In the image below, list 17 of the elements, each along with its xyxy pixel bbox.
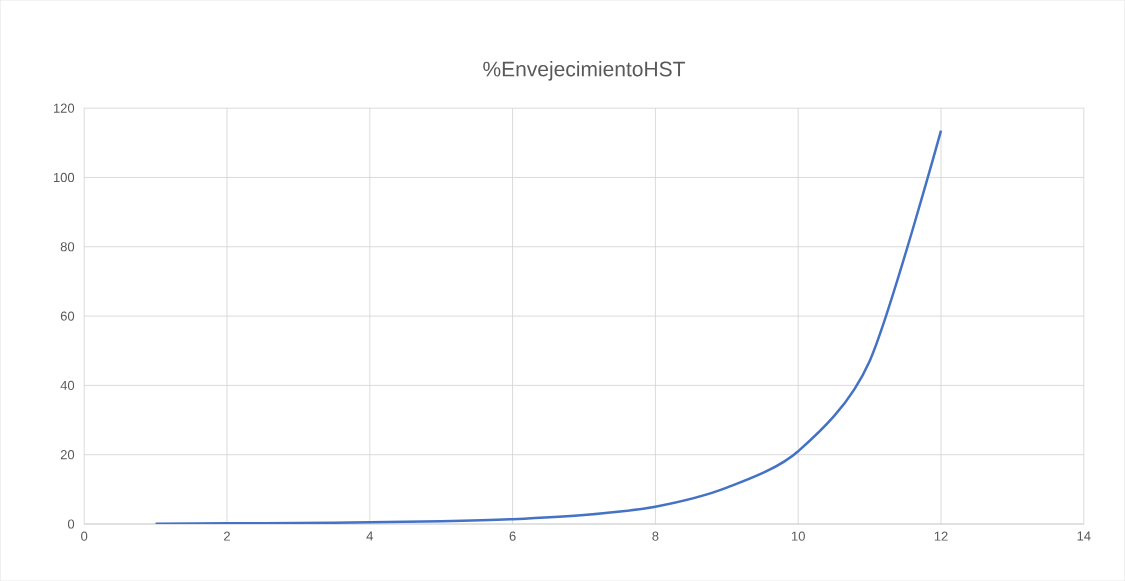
x-tick-label: 12 <box>934 531 948 541</box>
y-tick-label: 80 <box>60 242 75 252</box>
y-tick-label: 40 <box>60 380 75 390</box>
x-tick-label: 8 <box>652 531 659 541</box>
y-tick-label: 20 <box>60 450 75 460</box>
y-tick-label: 100 <box>53 172 75 182</box>
x-tick-label: 0 <box>81 531 88 541</box>
y-tick-label: 120 <box>53 103 75 113</box>
x-tick-label: 4 <box>366 531 374 541</box>
x-tick-label: 14 <box>1077 531 1091 541</box>
chart-title: %EnvejecimientoHST <box>483 60 685 81</box>
y-tick-label: 60 <box>60 311 75 321</box>
x-tick-label: 6 <box>509 531 516 541</box>
x-tick-label: 2 <box>224 531 230 541</box>
x-tick-label: 10 <box>791 531 805 541</box>
line-series <box>154 129 943 524</box>
y-tick-label: 0 <box>67 519 75 529</box>
